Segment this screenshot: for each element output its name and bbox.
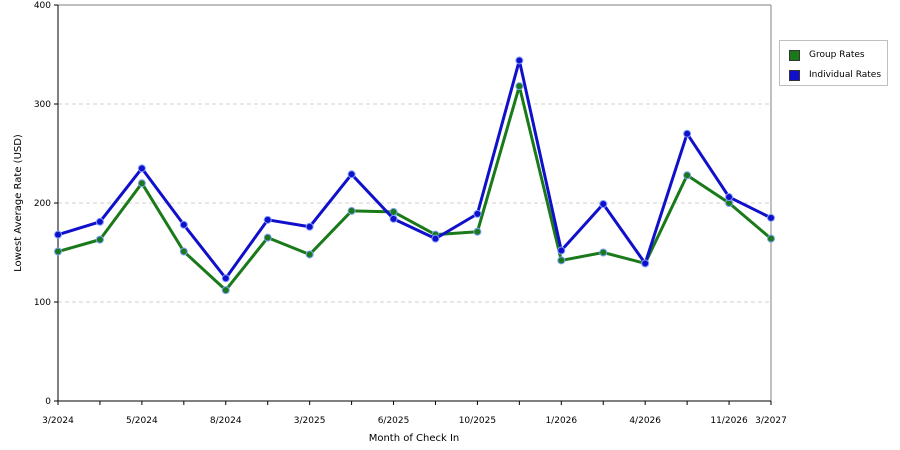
data-point (767, 213, 775, 222)
data-point (557, 246, 566, 255)
data-point (683, 171, 692, 180)
axes: 0 100 200 300 400 3/2024 5/2024 8/2024 3/2025 6/2… (34, 1, 787, 426)
data-point (725, 193, 734, 202)
data-point (221, 274, 230, 283)
data-point (179, 220, 188, 229)
y-tick-label: 200 (34, 199, 51, 209)
legend: Group Rates Individual Rates (779, 40, 888, 86)
data-point (599, 248, 608, 257)
data-point (221, 286, 230, 295)
x-tick-label: 11/2026 (710, 416, 748, 426)
x-axis-title: Month of Check In (369, 433, 460, 444)
data-point (263, 215, 272, 224)
data-point (389, 214, 398, 223)
data-point (431, 234, 440, 243)
x-tick-label: 5/2024 (126, 416, 158, 426)
data-point (305, 250, 314, 259)
data-point (54, 247, 62, 256)
data-point (95, 235, 104, 244)
data-point (305, 222, 314, 231)
x-tick-label: 3/2024 (42, 416, 74, 426)
data-point (347, 170, 356, 179)
series-line-1 (57, 58, 772, 280)
data-point (515, 56, 524, 65)
x-tick-label: 1/2026 (545, 416, 577, 426)
data-point (683, 129, 692, 138)
data-point (137, 179, 146, 188)
data-point (54, 230, 62, 239)
y-axis-title: Lowest Average Rate (USD) (13, 134, 24, 272)
x-tick-label: 10/2025 (459, 416, 496, 426)
data-point (95, 217, 104, 226)
y-tick-label: 300 (34, 100, 51, 110)
data-point (641, 259, 650, 268)
data-point (767, 234, 775, 243)
data-point (263, 233, 272, 242)
x-tick-label: 6/2025 (378, 416, 410, 426)
data-point (137, 164, 146, 173)
data-point (179, 247, 188, 256)
legend-swatch-group-rates (789, 49, 800, 61)
data-point (473, 209, 482, 218)
series-layer (54, 56, 775, 295)
data-point (473, 227, 482, 236)
y-tick-label: 400 (34, 1, 51, 11)
x-tick-label: 4/2026 (629, 416, 661, 426)
x-tick-label: 3/2025 (294, 416, 326, 426)
x-tick-label: 8/2024 (210, 416, 242, 426)
legend-label-group-rates: Group Rates (809, 50, 865, 60)
data-point (599, 199, 608, 208)
legend-swatch-individual-rates (789, 69, 800, 81)
legend-item-individual-rates: Individual Rates (789, 68, 881, 82)
data-point (515, 82, 524, 91)
x-tick-label: 3/2027 (755, 416, 787, 426)
y-tick-label: 100 (34, 298, 51, 308)
y-tick-label: 0 (45, 397, 51, 407)
series-line-0 (57, 84, 772, 292)
legend-item-group-rates: Group Rates (789, 48, 865, 62)
legend-label-individual-rates: Individual Rates (809, 70, 882, 80)
data-point (557, 256, 566, 265)
data-point (347, 206, 356, 215)
